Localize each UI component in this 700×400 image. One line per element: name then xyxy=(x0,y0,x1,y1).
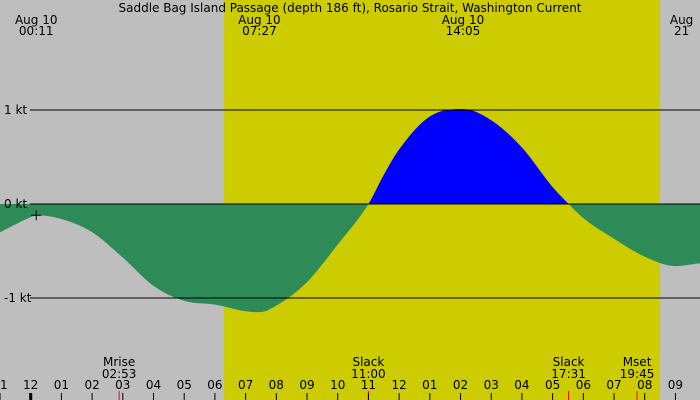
y-tick-label: 1 kt xyxy=(4,103,27,117)
hour-tick-label: 05 xyxy=(177,378,192,392)
hour-tick-label: 04 xyxy=(146,378,161,392)
hour-tick-label: 12 xyxy=(391,378,406,392)
hour-tick-label: 02 xyxy=(84,378,99,392)
event-time-label: 02:53 xyxy=(102,367,137,381)
hour-tick-label: 04 xyxy=(514,378,529,392)
hour-tick-label: 01 xyxy=(422,378,437,392)
extremum-time-label: 14:05 xyxy=(446,24,481,38)
extremum-date-label: Aug 10 xyxy=(15,13,58,27)
extremum-time-label: 07:27 xyxy=(242,24,277,38)
hour-tick-label: 06 xyxy=(207,378,222,392)
event-name-label: Mset xyxy=(623,355,652,369)
crosshair-marker xyxy=(31,210,42,221)
ebb-current-area xyxy=(0,204,700,313)
hour-tick-label: 03 xyxy=(484,378,499,392)
event-time-label: 17:31 xyxy=(551,367,586,381)
hour-tick-label: 02 xyxy=(453,378,468,392)
hour-tick-label: 09 xyxy=(299,378,314,392)
hour-tick-label: 09 xyxy=(668,378,683,392)
extremum-time-label: 21 xyxy=(674,24,689,38)
grid-layer xyxy=(0,109,700,400)
extremum-time-label: 00:11 xyxy=(19,24,54,38)
hour-tick-label: 12 xyxy=(23,378,38,392)
hour-tick-label: 01 xyxy=(54,378,69,392)
event-time-label: 11:00 xyxy=(351,367,386,381)
extremum-date-label: Aug xyxy=(670,13,693,27)
extremum-date-label: Aug 10 xyxy=(238,13,281,27)
flood-current-area xyxy=(0,109,700,204)
event-time-label: 19:45 xyxy=(620,367,655,381)
event-name-label: Mrise xyxy=(103,355,135,369)
extremum-date-label: Aug 10 xyxy=(442,13,485,27)
hour-tick-label: 08 xyxy=(269,378,284,392)
hour-tick-label: 03 xyxy=(115,378,130,392)
hour-tick-label: 07 xyxy=(238,378,253,392)
hour-tick-label: 11 xyxy=(361,378,376,392)
hour-tick-label: 11 xyxy=(0,378,8,392)
area-layer xyxy=(0,109,700,313)
event-name-label: Slack xyxy=(553,355,585,369)
hour-tick-label: 05 xyxy=(545,378,560,392)
y-tick-label: -1 kt xyxy=(4,291,32,305)
chart-title: Saddle Bag Island Passage (depth 186 ft)… xyxy=(118,1,581,15)
hour-tick-label: 08 xyxy=(637,378,652,392)
hour-tick-label: 06 xyxy=(576,378,591,392)
y-tick-label: 0 kt xyxy=(4,197,27,211)
hour-tick-label: 07 xyxy=(606,378,621,392)
label-layer: Saddle Bag Island Passage (depth 186 ft)… xyxy=(0,1,693,392)
event-name-label: Slack xyxy=(352,355,384,369)
hour-tick-label: 10 xyxy=(330,378,345,392)
